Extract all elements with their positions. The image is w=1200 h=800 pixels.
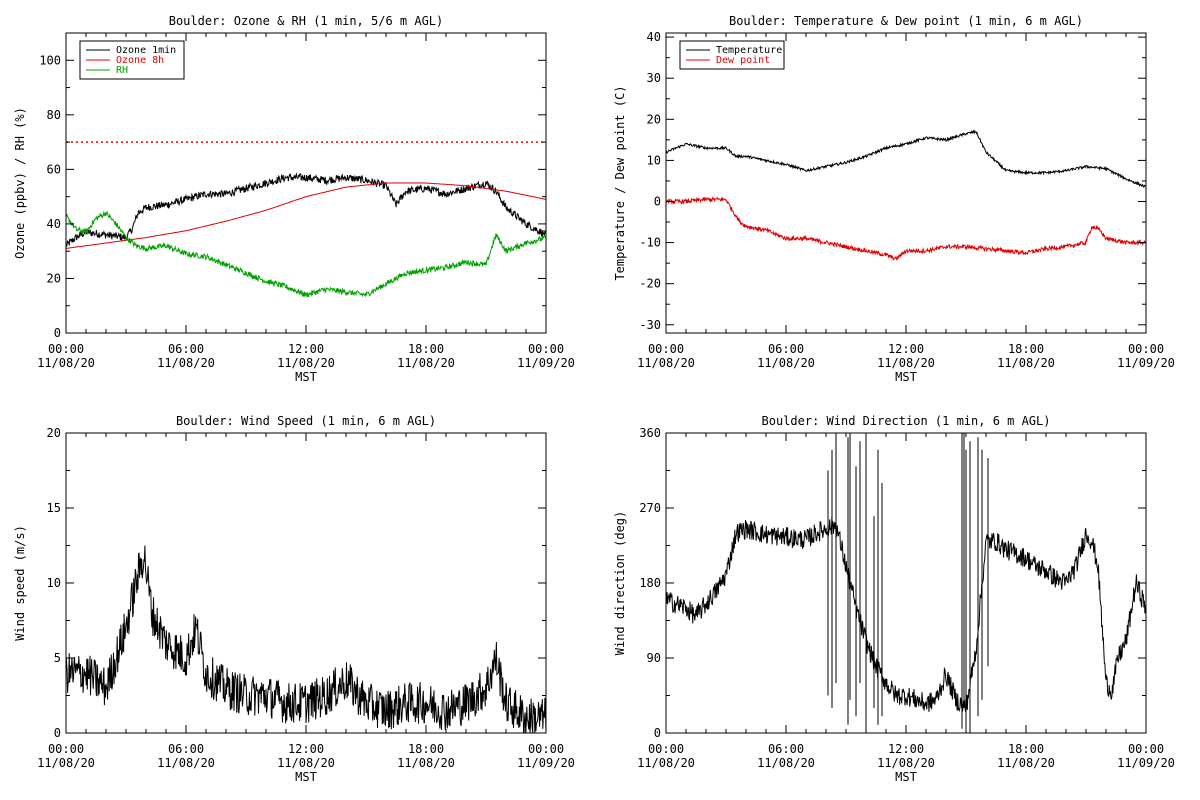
legend-label: Ozone 8h [116, 55, 164, 66]
x-tick-time: 00:00 [648, 342, 684, 356]
legend-box [679, 40, 785, 70]
legend-label: RH [116, 65, 128, 76]
y-tick-label: 90 [647, 651, 661, 665]
x-tick-date: 11/08/20 [997, 756, 1055, 770]
x-tick-date: 11/08/20 [277, 356, 335, 370]
series-line-1 [66, 172, 546, 247]
x-tick-time: 00:00 [48, 342, 84, 356]
chart-panel-4: Boulder: Wind Direction (1 min, 6 m AGL)… [613, 414, 1175, 784]
chart-title: Boulder: Wind Speed (1 min, 6 m AGL) [176, 414, 436, 428]
y-tick-label: 20 [47, 426, 61, 440]
x-tick-time: 00:00 [528, 342, 564, 356]
x-tick-time: 06:00 [168, 742, 204, 756]
series-line-2 [827, 433, 989, 733]
x-tick-date: 11/08/20 [157, 756, 215, 770]
x-tick-time: 12:00 [888, 342, 924, 356]
y-tick-label: 100 [39, 53, 61, 67]
chart-title: Boulder: Temperature & Dew point (1 min,… [729, 14, 1083, 28]
y-tick-label: 20 [647, 112, 661, 126]
legend-label: Dew point [716, 55, 770, 66]
x-tick-date: 11/08/20 [877, 756, 935, 770]
x-tick-time: 00:00 [48, 742, 84, 756]
y-tick-label: -20 [639, 277, 661, 291]
y-tick-label: 60 [47, 162, 61, 176]
series-line-1 [666, 129, 1146, 189]
x-tick-time: 06:00 [768, 742, 804, 756]
x-tick-time: 00:00 [648, 742, 684, 756]
y-tick-label: -10 [639, 236, 661, 250]
y-tick-label: -30 [639, 318, 661, 332]
x-tick-date: 11/09/20 [1117, 756, 1175, 770]
x-tick-time: 18:00 [408, 342, 444, 356]
x-tick-date: 11/08/20 [277, 756, 335, 770]
y-tick-label: 0 [654, 194, 661, 208]
y-tick-label: 0 [54, 326, 61, 340]
x-tick-time: 18:00 [1008, 742, 1044, 756]
series-line-1 [66, 545, 546, 733]
chart-panel-1: Boulder: Ozone & RH (1 min, 5/6 m AGL) 0 2… [13, 14, 575, 384]
x-axis-label: MST [895, 370, 917, 384]
plot-frame [665, 32, 1147, 334]
chart-panel-2: Boulder: Temperature & Dew point (1 min,… [613, 14, 1175, 384]
x-tick-date: 11/08/20 [637, 756, 695, 770]
y-axis-label: Wind speed (m/s) [13, 525, 27, 641]
x-tick-time: 00:00 [1128, 342, 1164, 356]
y-tick-label: 5 [54, 651, 61, 665]
chart-panel-3: Boulder: Wind Speed (1 min, 6 m AGL) 0 5 10… [13, 414, 575, 784]
x-tick-time: 12:00 [288, 742, 324, 756]
x-tick-time: 06:00 [168, 342, 204, 356]
x-tick-time: 00:00 [528, 742, 564, 756]
x-axis-label: MST [295, 370, 317, 384]
x-axis-label: MST [295, 770, 317, 784]
series-line-2 [66, 182, 546, 249]
x-tick-date: 11/08/20 [397, 756, 455, 770]
x-tick-date: 11/08/20 [397, 356, 455, 370]
x-tick-date: 11/09/20 [1117, 356, 1175, 370]
x-tick-date: 11/08/20 [757, 756, 815, 770]
y-tick-label: 40 [647, 30, 661, 44]
y-tick-label: 20 [47, 271, 61, 285]
chart-title: Boulder: Ozone & RH (1 min, 5/6 m AGL) [169, 14, 444, 28]
x-tick-date: 11/08/20 [37, 356, 95, 370]
chart-title: Boulder: Wind Direction (1 min, 6 m AGL) [762, 414, 1051, 428]
x-tick-time: 18:00 [408, 742, 444, 756]
legend-label: Temperature [716, 45, 782, 56]
y-tick-label: 30 [647, 71, 661, 85]
legend-label: Ozone 1min [116, 45, 176, 56]
y-tick-label: 0 [654, 726, 661, 740]
series-line-3 [66, 210, 546, 298]
y-tick-label: 15 [47, 501, 61, 515]
y-tick-label: 80 [47, 108, 61, 122]
x-tick-date: 11/08/20 [997, 356, 1055, 370]
y-axis-label: Temperature / Dew point (C) [613, 85, 627, 280]
y-tick-label: 180 [639, 576, 661, 590]
y-tick-label: 270 [639, 501, 661, 515]
y-axis-label: Wind direction (deg) [613, 511, 627, 656]
y-tick-label: 360 [639, 426, 661, 440]
x-tick-time: 06:00 [768, 342, 804, 356]
x-tick-date: 11/08/20 [157, 356, 215, 370]
series-line-1 [666, 516, 1146, 713]
x-tick-date: 11/08/20 [637, 356, 695, 370]
x-tick-time: 00:00 [1128, 742, 1164, 756]
plot-frame [665, 432, 1147, 734]
x-tick-time: 18:00 [1008, 342, 1044, 356]
x-tick-date: 11/08/20 [757, 356, 815, 370]
y-tick-label: 0 [54, 726, 61, 740]
x-tick-date: 11/09/20 [517, 356, 575, 370]
y-tick-label: 10 [47, 576, 61, 590]
x-tick-date: 11/09/20 [517, 756, 575, 770]
x-tick-time: 12:00 [888, 742, 924, 756]
y-axis-label: Ozone (ppbv) / RH (%) [13, 107, 27, 259]
x-tick-date: 11/08/20 [877, 356, 935, 370]
series-line-2 [666, 196, 1146, 261]
y-tick-label: 10 [647, 153, 661, 167]
x-tick-date: 11/08/20 [37, 756, 95, 770]
x-tick-time: 12:00 [288, 342, 324, 356]
y-tick-label: 40 [47, 217, 61, 231]
x-axis-label: MST [895, 770, 917, 784]
